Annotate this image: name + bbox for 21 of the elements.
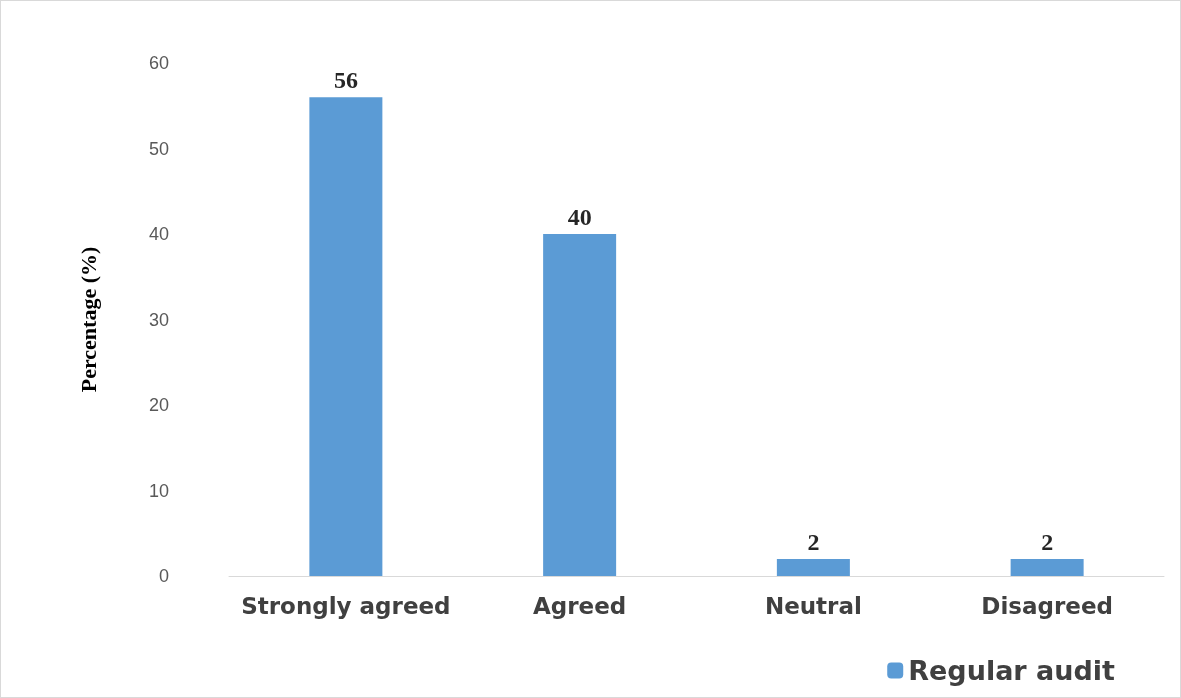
bar [309,97,383,576]
y-tick-label: 10 [148,480,169,501]
y-tick-label: 40 [148,224,169,244]
data-label: 56 [333,67,358,94]
bar [543,234,617,576]
legend-label: Regular audit [908,655,1116,686]
x-tick-label: Disagreed [981,592,1113,619]
bar [1010,558,1084,576]
y-axis-title: Percentage (%) [75,246,101,393]
x-tick-label: Strongly agreed [241,592,451,619]
data-label: 2 [807,528,820,555]
y-tick-label: 30 [148,309,169,330]
data-label: 40 [567,204,592,230]
y-tick-label: 60 [148,53,169,73]
bar [776,558,850,576]
data-label: 2 [1041,528,1054,555]
x-tick-label: Neutral [764,592,862,619]
y-tick-label: 50 [148,138,169,159]
y-tick-label: 0 [158,566,169,586]
y-tick-label: 20 [148,395,169,415]
x-tick-label: Agreed [532,592,627,619]
